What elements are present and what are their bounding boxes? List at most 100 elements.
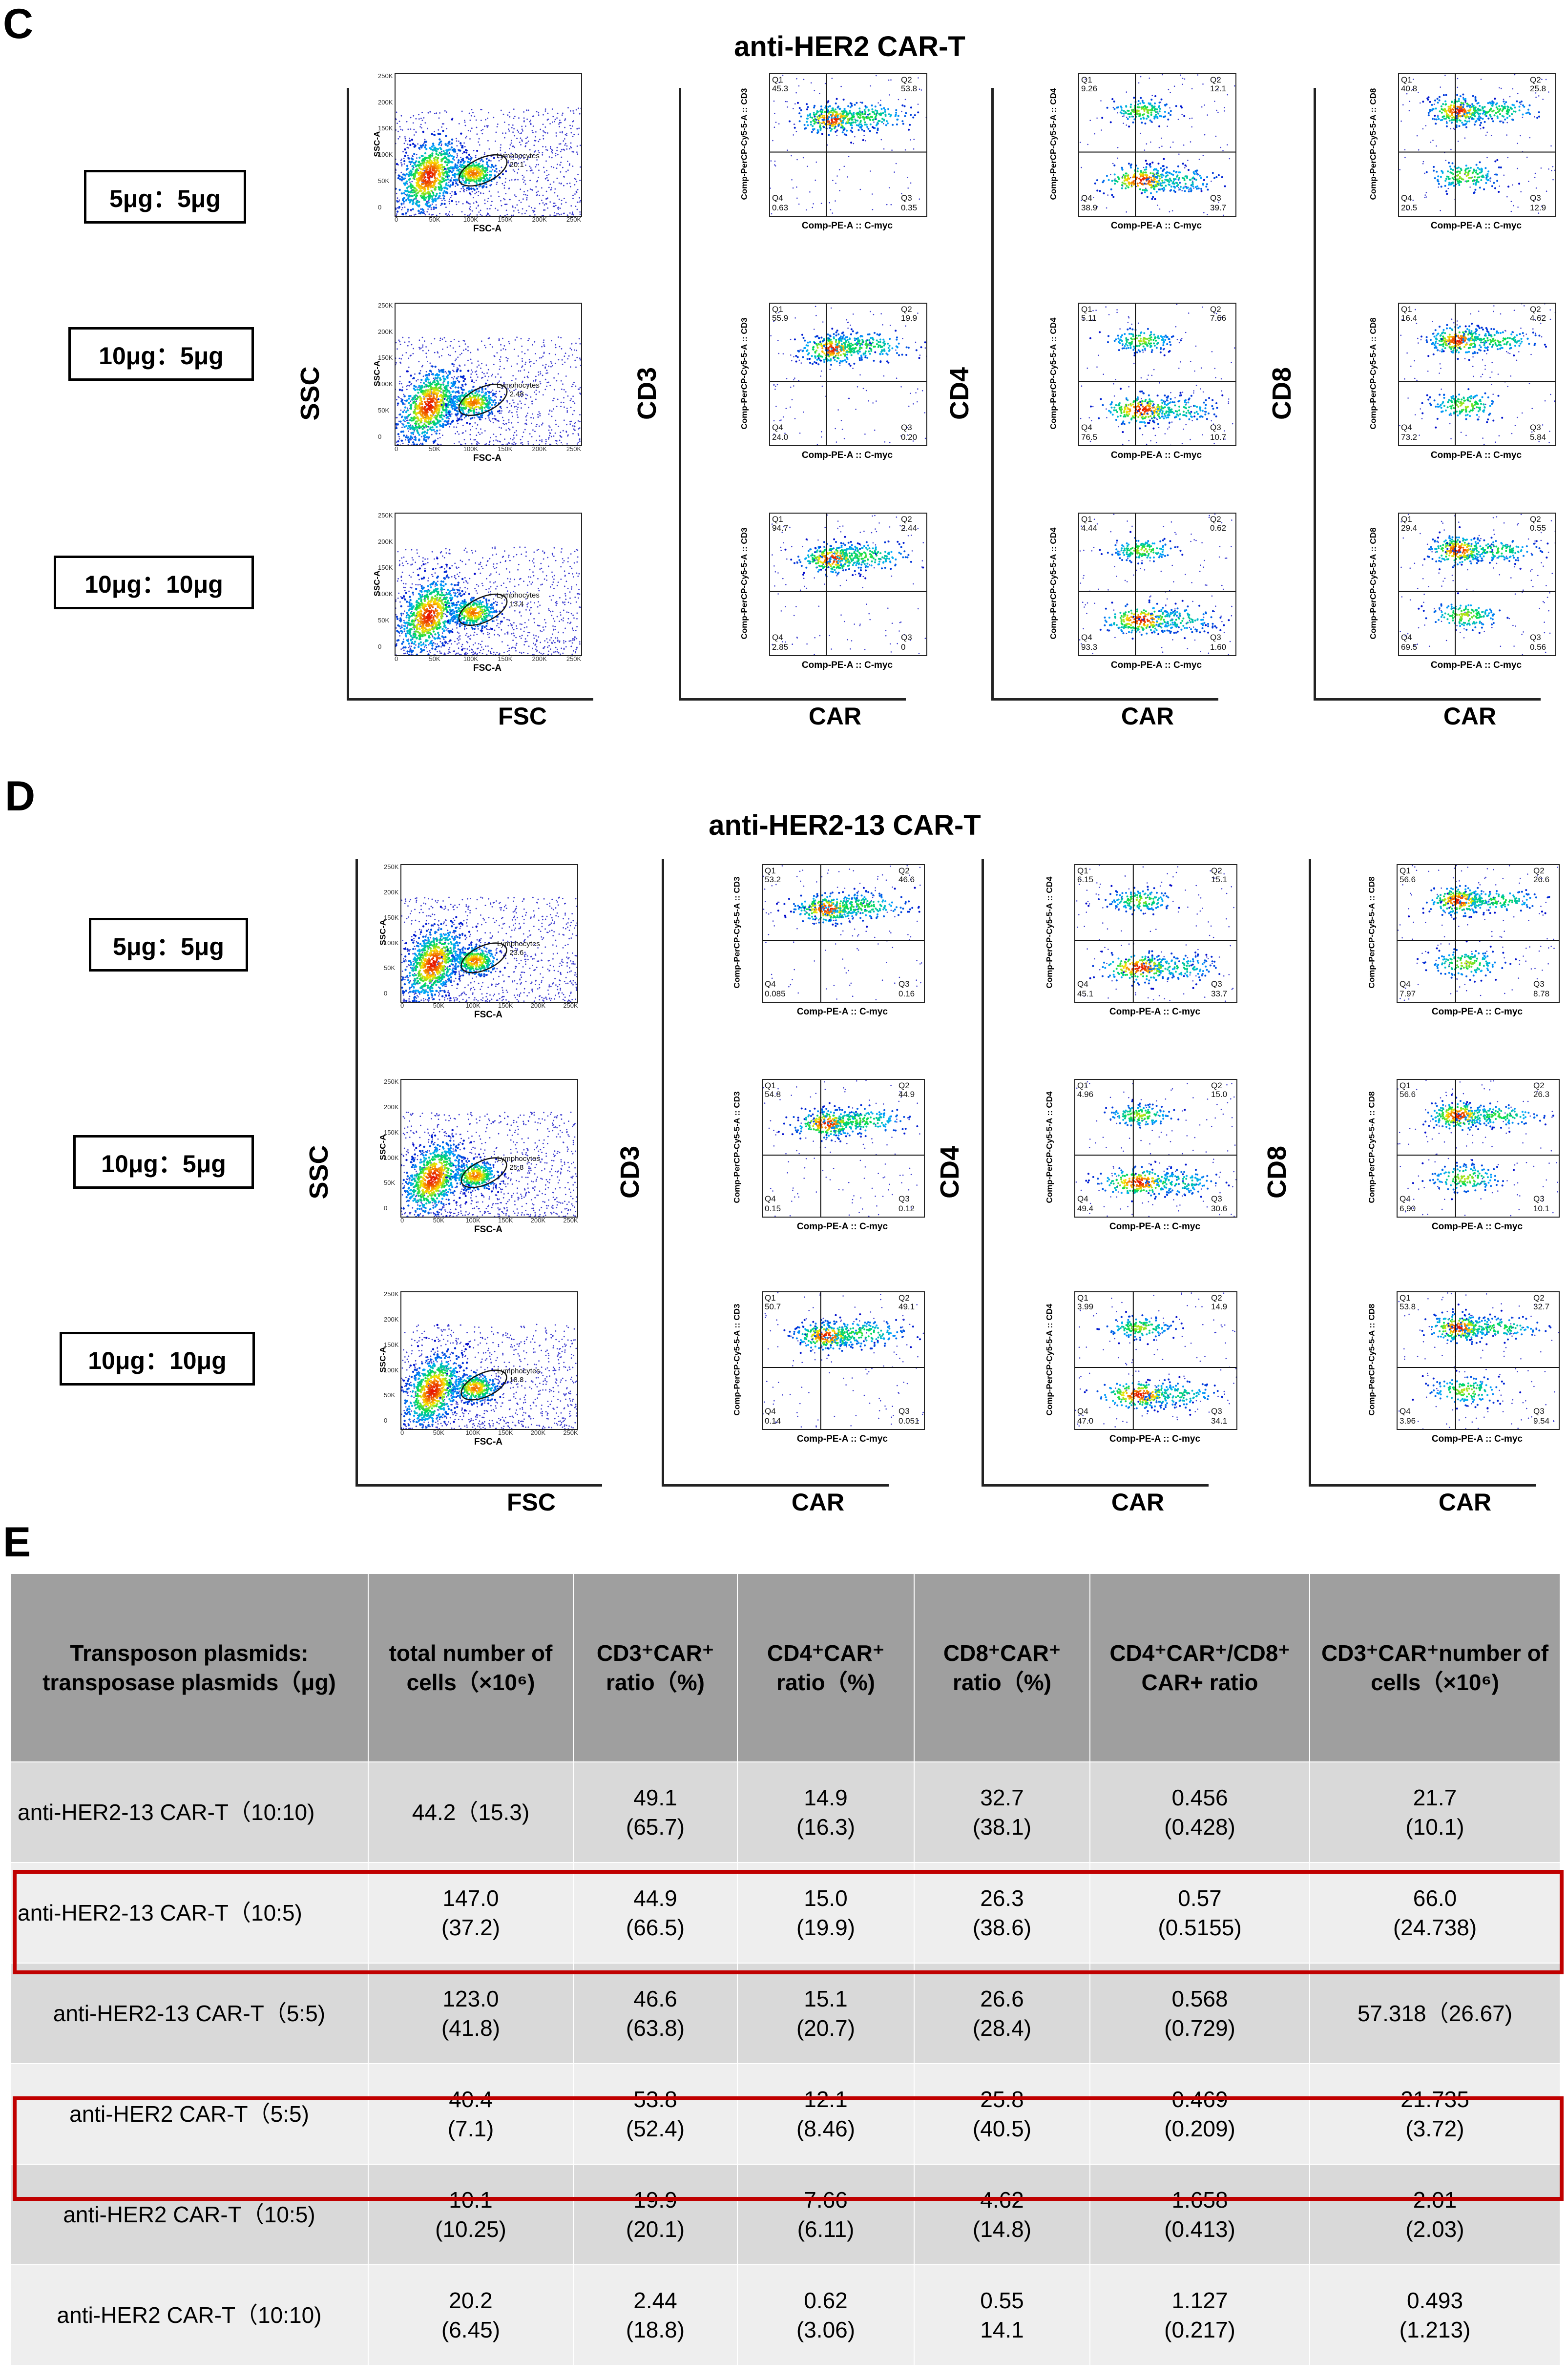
- y-tick-label: 200K: [378, 99, 393, 106]
- q1-value: 45.3: [772, 84, 788, 93]
- y-tick-label: 150K: [384, 1341, 398, 1348]
- q4-value: 0.15: [765, 1204, 781, 1213]
- q3-value: 9.54: [1533, 1416, 1549, 1426]
- gate-value: 25.8: [509, 1163, 523, 1172]
- quadrant-plot: [1397, 1291, 1560, 1430]
- ratio-box: 5μg：5μg: [89, 918, 248, 972]
- big-x-label: CAR: [769, 1488, 867, 1516]
- y-tick-label: 50K: [384, 964, 395, 972]
- table-cell: 12.1 (8.46): [737, 2063, 915, 2165]
- panel-title-c: anti-HER2 CAR-T: [630, 30, 1069, 63]
- q3-label: Q3: [1211, 1407, 1222, 1416]
- gate-value: 13.4: [510, 600, 524, 609]
- x-tick-label: 150K: [498, 216, 512, 223]
- q1-value: 4.44: [1081, 523, 1097, 533]
- quadrant-plot: [762, 1079, 925, 1218]
- q4-label: Q4: [1077, 1194, 1088, 1203]
- y-tick-label: 250K: [378, 302, 393, 309]
- q1-label: Q1: [1077, 1081, 1088, 1090]
- table-cell: 1.127 (0.217): [1089, 2264, 1310, 2366]
- big-x-label: CAR: [1099, 702, 1196, 730]
- y-axis-label: Comp-PerCP-Cy5-5-A :: CD4: [1048, 88, 1058, 200]
- q1-label: Q1: [765, 866, 776, 875]
- q4-value: 24.0: [772, 433, 788, 442]
- q2-value: 4.62: [1530, 313, 1546, 323]
- x-tick-label: 50K: [429, 445, 440, 453]
- q3-label: Q3: [1533, 1407, 1545, 1416]
- table-cell: 46.6 (63.8): [573, 1963, 738, 2064]
- y-axis-label: Comp-PerCP-Cy5-5-A :: CD3: [739, 528, 749, 640]
- lymphocyte-gate: [460, 1157, 507, 1188]
- ratio-box: 10μg：5μg: [73, 1135, 254, 1189]
- x-axis-label: Comp-PE-A :: C-myc: [789, 1434, 896, 1445]
- table-cell: anti-HER2-13 CAR-T（10:10): [10, 1761, 369, 1863]
- table-row: anti-HER2-13 CAR-T（10:5) 147.0 (37.2) 44…: [10, 1862, 1561, 1964]
- table-cell: anti-HER2-13 CAR-T（10:5): [10, 1862, 369, 1964]
- y-tick-label: 200K: [378, 328, 393, 335]
- y-tick-label: 50K: [378, 177, 389, 185]
- y-tick-label: 250K: [384, 863, 398, 870]
- y-tick-label: 250K: [384, 1290, 398, 1298]
- gate-label: Lymphocytes: [497, 939, 540, 949]
- x-axis-label: FSC-A: [459, 1437, 518, 1448]
- scatter-plot: [400, 864, 578, 1003]
- big-y-label-cd4: CD4: [935, 1123, 965, 1221]
- x-axis-label: Comp-PE-A :: C-myc: [1103, 660, 1210, 671]
- table-cell: 40.4 (7.1): [368, 2063, 574, 2165]
- q3-label: Q3: [1530, 633, 1541, 642]
- table-cell: 25.8 (40.5): [914, 2063, 1090, 2165]
- quadrant-plot: [1398, 513, 1556, 656]
- panel-letter-d: D: [5, 772, 35, 821]
- y-axis-label: Comp-PerCP-Cy5-5-A :: CD8: [1368, 88, 1378, 200]
- q2-value: 15.1: [1211, 875, 1227, 884]
- y-axis-label: Comp-PerCP-Cy5-5-A :: CD3: [732, 1092, 742, 1203]
- q3-label: Q3: [898, 979, 910, 989]
- x-tick-label: 100K: [465, 1002, 480, 1009]
- q3-value: 0.20: [901, 433, 917, 442]
- y-axis-label: Comp-PerCP-Cy5-5-A :: CD8: [1367, 1304, 1377, 1416]
- table-cell: anti-HER2 CAR-T（10:10): [10, 2264, 369, 2366]
- q2-label: Q2: [1210, 515, 1221, 524]
- ratio-box: 10μg：10μg: [60, 1332, 255, 1386]
- q3-value: 0.35: [901, 203, 917, 212]
- big-y-label-cd3: CD3: [615, 1123, 645, 1221]
- q4-value: 7.97: [1400, 989, 1416, 998]
- q2-value: 0.62: [1210, 523, 1226, 533]
- q1-label: Q1: [772, 75, 783, 84]
- q1-label: Q1: [772, 305, 783, 314]
- x-axis-label: Comp-PE-A :: C-myc: [1103, 221, 1210, 231]
- table-cell: 14.9 (16.3): [737, 1761, 915, 1863]
- q2-value: 12.1: [1210, 84, 1226, 93]
- x-axis-label: Comp-PE-A :: C-myc: [1423, 1221, 1531, 1232]
- quadrant-plot: [769, 303, 927, 446]
- x-axis-label: Comp-PE-A :: C-myc: [794, 660, 901, 671]
- q2-label: Q2: [1533, 1081, 1545, 1090]
- y-axis-label: Comp-PerCP-Cy5-5-A :: CD4: [1045, 1304, 1054, 1416]
- q3-value: 34.1: [1211, 1416, 1227, 1426]
- gate-label: Lymphocytes: [497, 1154, 540, 1163]
- table-cell: 0.55 14.1: [914, 2264, 1090, 2366]
- quadrant-plot: [762, 864, 925, 1003]
- q4-label: Q4: [1401, 633, 1412, 642]
- x-tick-label: 250K: [563, 1002, 578, 1009]
- q3-value: 0.051: [898, 1416, 919, 1426]
- scatter-plot: [395, 73, 582, 217]
- big-axis-cd8: [1309, 859, 1536, 1487]
- q2-label: Q2: [1530, 305, 1541, 314]
- y-tick-label: 200K: [378, 538, 393, 545]
- table-cell: 66.0 (24.738): [1309, 1862, 1561, 1964]
- x-tick-label: 100K: [463, 216, 478, 223]
- q4-label: Q4: [1081, 423, 1092, 432]
- gate-value: 18.8: [509, 1375, 523, 1385]
- q4-label: Q4: [772, 633, 783, 642]
- x-axis-label: FSC-A: [458, 224, 517, 234]
- q3-label: Q3: [1533, 979, 1545, 989]
- q2-label: Q2: [901, 75, 912, 84]
- x-tick-label: 250K: [563, 1217, 578, 1224]
- y-tick-label: 0: [378, 204, 381, 211]
- q2-value: 53.8: [901, 84, 917, 93]
- x-tick-label: 0: [400, 1429, 404, 1436]
- q2-value: 14.9: [1211, 1302, 1227, 1311]
- q1-value: 56.6: [1400, 1090, 1416, 1099]
- q4-value: 6.90: [1400, 1204, 1416, 1213]
